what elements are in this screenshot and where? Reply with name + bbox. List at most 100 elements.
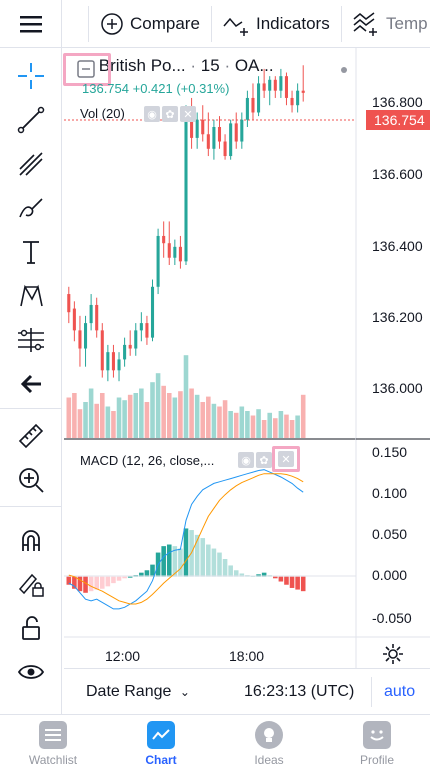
- volume-bar: [83, 402, 88, 438]
- collapse-icon: [77, 60, 95, 78]
- candle-body: [162, 235, 166, 244]
- candle-body: [117, 359, 121, 371]
- macd-histogram-bar: [228, 565, 233, 577]
- close-icon: ✕: [278, 451, 294, 467]
- trend-line-tool[interactable]: [0, 98, 62, 142]
- volume-bar: [239, 406, 245, 438]
- time-tick: 18:00: [229, 648, 265, 664]
- macd-visibility-button[interactable]: ◉: [238, 452, 254, 468]
- volume-bar: [111, 411, 116, 438]
- templates-icon: [353, 12, 377, 36]
- nav-watchlist[interactable]: Watchlist: [8, 721, 98, 767]
- rail-divider: [0, 506, 62, 507]
- volume-legend[interactable]: Vol (20): [80, 106, 125, 121]
- symbol-name: British Po...: [98, 56, 186, 75]
- pattern-tool[interactable]: [0, 274, 62, 318]
- macd-tick: 0.050: [372, 526, 408, 542]
- candle-body: [145, 323, 149, 338]
- candles: [67, 65, 305, 382]
- volume-bar: [150, 382, 155, 438]
- chart-settings-gear-icon[interactable]: [382, 643, 404, 665]
- candle-body: [111, 352, 115, 371]
- candle-body: [223, 141, 227, 157]
- brush-icon: [19, 198, 43, 218]
- candle-body: [106, 352, 110, 371]
- volume-bar: [144, 402, 150, 438]
- nav-profile[interactable]: Profile: [332, 721, 422, 767]
- trend-line-icon: [17, 106, 45, 134]
- chart-area[interactable]: British Po... · 15 · OA... 136.754 +0.42…: [63, 48, 430, 668]
- volume-bar: [217, 406, 222, 438]
- volume-settings-button[interactable]: ✿: [162, 106, 178, 122]
- macd-histogram-bar: [300, 576, 306, 592]
- candle-body: [67, 294, 71, 313]
- templates-button[interactable]: Temp: [352, 0, 428, 48]
- chevron-down-icon: ⌄: [179, 685, 190, 699]
- volume-bar: [278, 411, 284, 438]
- candle-body: [150, 286, 155, 338]
- macd-legend[interactable]: MACD (12, 26, close,...: [80, 453, 215, 468]
- volume-visibility-button[interactable]: ◉: [144, 106, 160, 122]
- candle-body: [251, 97, 255, 113]
- candle-body: [195, 119, 199, 138]
- volume-bar: [273, 418, 278, 438]
- collapse-legend-button[interactable]: [63, 53, 111, 86]
- zoom-tool[interactable]: [0, 458, 62, 502]
- status-dot: [341, 67, 347, 73]
- volume-bar: [183, 355, 189, 438]
- visibility-tool[interactable]: [0, 650, 62, 694]
- compare-button[interactable]: Compare: [100, 0, 200, 48]
- stay-in-drawing-tool[interactable]: [0, 562, 62, 606]
- lock-tool[interactable]: [0, 606, 62, 650]
- toolbar-divider: [341, 6, 342, 42]
- macd-remove-button[interactable]: ✕: [272, 446, 300, 472]
- volume-bar: [127, 394, 133, 438]
- zoom-in-icon: [19, 468, 44, 493]
- macd-histogram-bar: [127, 576, 133, 578]
- back-tool[interactable]: [0, 362, 62, 406]
- auto-scale-toggle[interactable]: auto: [384, 683, 416, 700]
- macd-histogram-bar: [289, 576, 295, 588]
- nav-ideas[interactable]: Ideas: [224, 721, 314, 767]
- macd-histogram-bar: [295, 576, 300, 590]
- volume-remove-button[interactable]: ✕: [180, 106, 196, 122]
- macd-histogram-bar: [83, 576, 88, 593]
- volume-bar: [72, 393, 77, 438]
- menu-button[interactable]: [0, 0, 62, 48]
- symbol-legend[interactable]: British Po... · 15 · OA...: [98, 56, 274, 75]
- macd-tick: 0.000: [372, 567, 408, 583]
- nav-chart[interactable]: Chart: [116, 721, 206, 767]
- brush-tool[interactable]: [0, 186, 62, 230]
- nav-chart-label: Chart: [145, 753, 177, 767]
- macd-settings-button[interactable]: ✿: [256, 452, 272, 468]
- time-tick: 12:00: [105, 648, 141, 664]
- macd-histogram-bar: [111, 576, 116, 584]
- volume-bar: [172, 397, 178, 438]
- chart-canvas[interactable]: [64, 48, 430, 668]
- magnet-icon: [22, 530, 40, 551]
- macd-histogram-bar: [116, 576, 122, 581]
- clock-time[interactable]: 16:23:13 (UTC): [244, 683, 355, 700]
- date-range-dropdown[interactable]: Date Range ⌄: [86, 683, 190, 701]
- pitchfork-tool[interactable]: [0, 142, 62, 186]
- indicators-button[interactable]: Indicators: [222, 0, 330, 48]
- macd-histogram-bar: [284, 576, 289, 585]
- profile-face-icon: [363, 721, 391, 749]
- price-tick: 136.400: [372, 238, 423, 254]
- ruler-tool[interactable]: [0, 414, 62, 458]
- current-price-tag: 136.754: [366, 110, 430, 130]
- candle-body: [290, 97, 294, 106]
- price-tick: 136.200: [372, 309, 423, 325]
- price-tick: 136.000: [372, 380, 423, 396]
- measure-tool[interactable]: [0, 318, 62, 362]
- magnet-tool[interactable]: [0, 518, 62, 562]
- text-tool[interactable]: [0, 230, 62, 274]
- macd-histogram-bar: [261, 572, 267, 577]
- candle-body: [72, 308, 76, 331]
- indicators-label: Indicators: [256, 14, 330, 33]
- volume-bar: [200, 402, 206, 438]
- chart-icon: [147, 721, 175, 749]
- macd-histogram-bar: [211, 548, 217, 577]
- candle-body: [262, 83, 266, 91]
- crosshair-tool[interactable]: [0, 54, 62, 98]
